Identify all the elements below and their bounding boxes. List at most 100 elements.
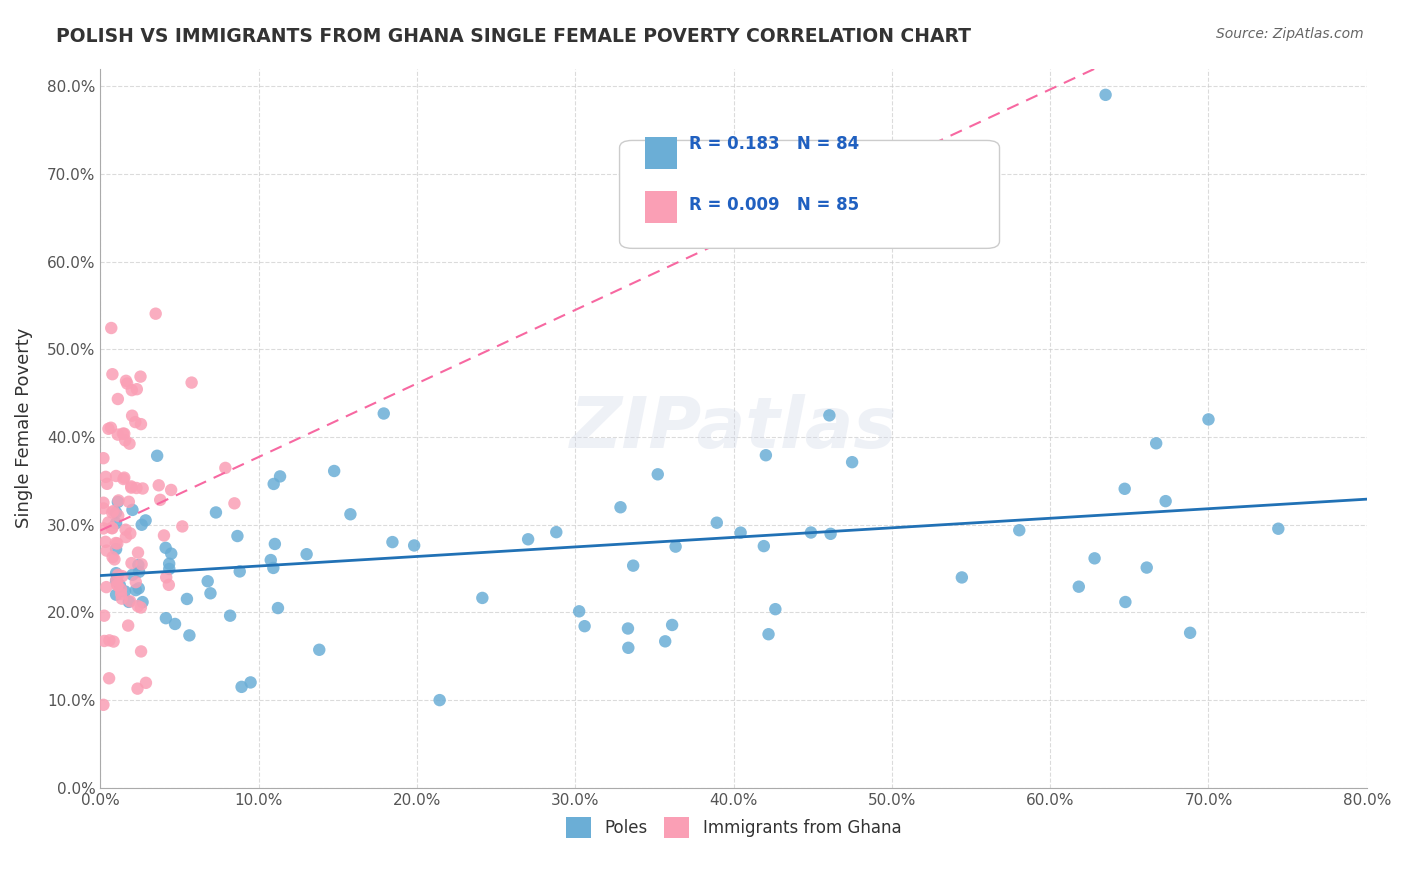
Poles [654, 634, 676, 648]
Poles [128, 582, 150, 596]
Immigrants from Ghana [103, 504, 125, 518]
Immigrants from Ghana [112, 426, 135, 441]
Poles [128, 565, 150, 579]
Poles [121, 503, 143, 517]
Poles [1144, 436, 1167, 450]
Poles [1067, 580, 1090, 594]
Poles [617, 622, 640, 636]
Poles [163, 617, 186, 632]
Bar [645, 191, 676, 223]
Poles [176, 591, 198, 606]
Poles [609, 500, 631, 515]
Immigrants from Ghana [114, 523, 136, 537]
Immigrants from Ghana [148, 478, 170, 492]
Immigrants from Ghana [94, 534, 117, 549]
Poles [1114, 595, 1136, 609]
Poles [219, 608, 242, 623]
Immigrants from Ghana [105, 536, 128, 550]
Immigrants from Ghana [112, 470, 135, 484]
Immigrants from Ghana [153, 528, 176, 542]
Immigrants from Ghana [120, 479, 142, 493]
Poles [574, 619, 596, 633]
Poles [295, 547, 318, 561]
Immigrants from Ghana [117, 618, 139, 632]
Poles [800, 525, 823, 540]
Immigrants from Ghana [101, 368, 124, 382]
Poles [1008, 523, 1031, 537]
Poles [1114, 482, 1136, 496]
Immigrants from Ghana [172, 519, 194, 533]
Immigrants from Ghana [93, 608, 115, 623]
Poles [517, 533, 540, 547]
Immigrants from Ghana [100, 321, 122, 335]
Poles [262, 561, 284, 575]
Poles [308, 642, 330, 657]
Immigrants from Ghana [129, 644, 152, 658]
Poles [568, 604, 591, 618]
Poles [135, 513, 157, 527]
Immigrants from Ghana [115, 376, 138, 391]
Immigrants from Ghana [105, 573, 128, 587]
Immigrants from Ghana [120, 481, 142, 495]
Poles [647, 467, 669, 482]
Immigrants from Ghana [118, 436, 141, 450]
Poles [205, 506, 228, 520]
Poles [267, 601, 290, 615]
Poles [157, 557, 180, 571]
Immigrants from Ghana [131, 482, 153, 496]
Immigrants from Ghana [145, 307, 167, 321]
Immigrants from Ghana [129, 369, 152, 384]
Poles [105, 588, 128, 602]
Poles [820, 526, 842, 541]
Immigrants from Ghana [104, 536, 127, 550]
Immigrants from Ghana [135, 676, 157, 690]
Poles [706, 516, 728, 530]
Poles [260, 553, 283, 567]
Poles [239, 675, 262, 690]
Immigrants from Ghana [224, 496, 246, 510]
Immigrants from Ghana [93, 496, 115, 510]
Poles [665, 540, 688, 554]
Poles [131, 517, 153, 532]
Poles [157, 562, 180, 576]
Immigrants from Ghana [96, 543, 118, 558]
Immigrants from Ghana [107, 493, 129, 508]
Poles [1136, 560, 1159, 574]
Immigrants from Ghana [107, 578, 129, 592]
Poles [146, 449, 169, 463]
Poles [118, 595, 141, 609]
Poles [621, 558, 644, 573]
Immigrants from Ghana [97, 516, 120, 530]
Poles [661, 618, 683, 632]
Immigrants from Ghana [94, 470, 117, 484]
Poles [373, 407, 395, 421]
Immigrants from Ghana [127, 599, 149, 614]
Immigrants from Ghana [121, 556, 143, 570]
FancyBboxPatch shape [620, 140, 1000, 248]
Immigrants from Ghana [127, 681, 149, 696]
Immigrants from Ghana [100, 421, 122, 435]
Text: Source: ZipAtlas.com: Source: ZipAtlas.com [1216, 27, 1364, 41]
Poles [1267, 522, 1289, 536]
Immigrants from Ghana [114, 434, 136, 448]
Poles [323, 464, 346, 478]
Poles [108, 578, 131, 592]
Poles [752, 539, 775, 553]
Poles [200, 586, 222, 600]
Poles [758, 627, 780, 641]
Text: POLISH VS IMMIGRANTS FROM GHANA SINGLE FEMALE POVERTY CORRELATION CHART: POLISH VS IMMIGRANTS FROM GHANA SINGLE F… [56, 27, 972, 45]
Poles [131, 595, 153, 609]
Immigrants from Ghana [120, 526, 142, 541]
Immigrants from Ghana [121, 383, 143, 397]
Immigrants from Ghana [129, 600, 152, 615]
Poles [1178, 625, 1201, 640]
Poles [228, 565, 250, 579]
Poles [105, 516, 128, 531]
Immigrants from Ghana [93, 521, 115, 535]
Immigrants from Ghana [129, 417, 152, 431]
Poles [381, 535, 404, 549]
Immigrants from Ghana [93, 501, 115, 516]
Bar [645, 136, 676, 169]
Poles [1198, 412, 1220, 426]
Immigrants from Ghana [115, 530, 138, 544]
